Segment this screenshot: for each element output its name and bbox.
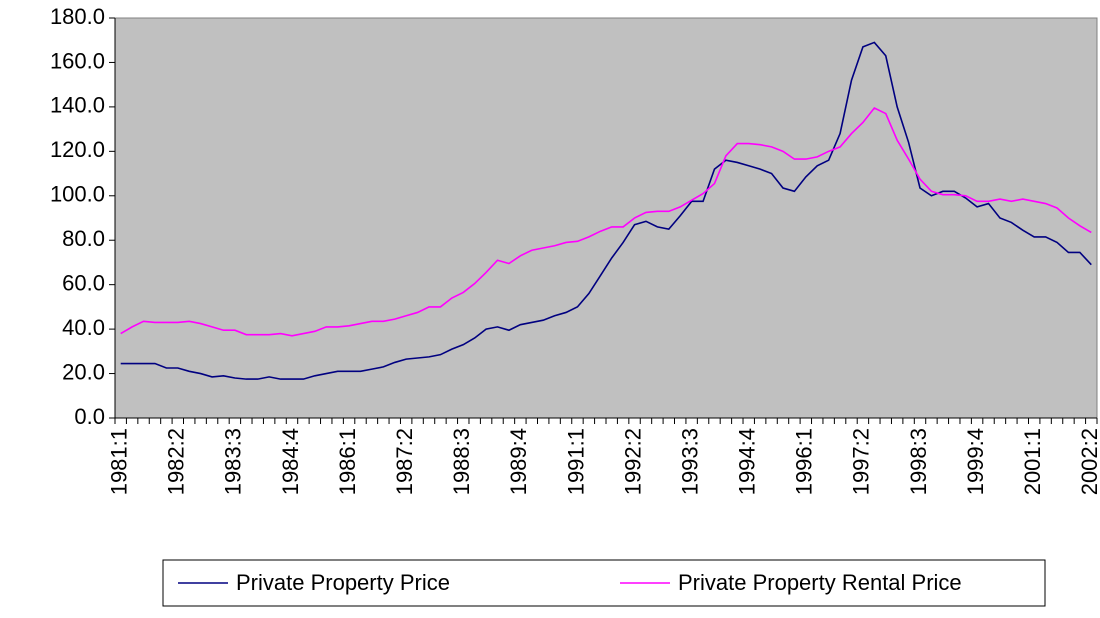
line-series xyxy=(120,41,1092,380)
y-tick-label: 180.0 xyxy=(50,4,105,29)
y-tick-label: 160.0 xyxy=(50,48,105,73)
y-tick-label: 100.0 xyxy=(50,182,105,207)
y-tick-label: 80.0 xyxy=(62,226,105,251)
x-tick-label: 1981:1 xyxy=(107,428,132,495)
x-tick-label: 1997:2 xyxy=(849,428,874,495)
x-tick-label: 1984:4 xyxy=(278,428,303,495)
y-tick-label: 60.0 xyxy=(62,270,105,295)
y-tick-label: 20.0 xyxy=(62,359,105,384)
x-tick-label: 1987:2 xyxy=(392,428,417,495)
x-tick-label: 1994:4 xyxy=(735,428,760,495)
x-tick-label: 1988:3 xyxy=(449,428,474,495)
legend xyxy=(162,559,1046,607)
plot-area xyxy=(114,17,1098,419)
x-tick-label: 2001:1 xyxy=(1020,428,1045,495)
y-tick-label: 140.0 xyxy=(50,93,105,118)
x-tick-label: 1999:4 xyxy=(963,428,988,495)
line-series xyxy=(120,106,1092,337)
y-tick-label: 120.0 xyxy=(50,137,105,162)
x-tick-label: 1991:1 xyxy=(563,428,588,495)
x-tick-label: 1992:2 xyxy=(620,428,645,495)
y-tick-label: 40.0 xyxy=(62,315,105,340)
x-tick-label: 1993:3 xyxy=(677,428,702,495)
x-tick-label: 1998:3 xyxy=(906,428,931,495)
x-tick-label: 1983:3 xyxy=(221,428,246,495)
legend-label: Private Property Price xyxy=(236,570,450,595)
x-tick-label: 1989:4 xyxy=(506,428,531,495)
legend-label: Private Property Rental Price xyxy=(678,570,962,595)
x-tick-label: 1982:2 xyxy=(164,428,189,495)
x-tick-label: 1986:1 xyxy=(335,428,360,495)
x-tick-label: 1996:1 xyxy=(792,428,817,495)
y-tick-label: 0.0 xyxy=(74,404,105,429)
x-tick-label: 2002:2 xyxy=(1077,428,1100,495)
